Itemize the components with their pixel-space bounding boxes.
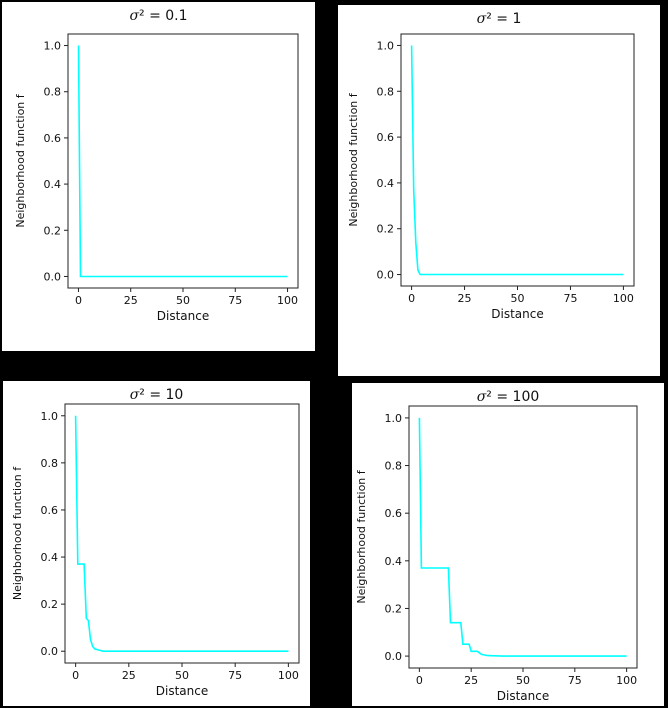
x-axis-label: Distance: [156, 684, 208, 698]
y-tick-label: 0.8: [377, 85, 395, 98]
y-tick-label: 1.0: [377, 39, 395, 52]
y-tick-label: 0.6: [41, 504, 59, 517]
x-tick-label: 50: [511, 292, 525, 305]
y-tick-label: 0.6: [385, 507, 403, 520]
plot-frame: [408, 405, 638, 669]
plot-frame: [64, 403, 300, 664]
x-axis-label: Distance: [491, 307, 543, 321]
chart-3: 0 25 50 75 100 0.0 0.2 0.4 0.6 0.8 1.0 Distance Neig…: [11, 403, 300, 698]
x-tick-label: 100: [278, 669, 299, 682]
y-tick-label: 0.0: [44, 270, 62, 283]
x-tick-label: 25: [124, 294, 138, 307]
plot-frame: [400, 33, 635, 287]
y-tick-label: 0.2: [44, 224, 62, 237]
x-tick-label: 50: [175, 669, 189, 682]
y-axis-label: Neighborhood function f: [11, 466, 24, 600]
x-tick-label: 100: [613, 292, 634, 305]
series-line: [418, 417, 627, 657]
x-tick-label: 75: [563, 292, 577, 305]
y-tick-label: 1.0: [385, 412, 403, 425]
chart-panel-3: σ² = 10 0 25 50 75 100 0.0 0.2 0.4 0.6 0.8 1.0 Dist…: [3, 381, 310, 706]
y-tick-label: 0.8: [41, 457, 59, 470]
x-tick-label: 50: [516, 674, 530, 687]
chart-title: σ² = 10: [129, 387, 184, 403]
y-tick-label: 0.0: [377, 269, 395, 282]
x-tick-label: 0: [416, 674, 423, 687]
x-tick-label: 25: [464, 674, 478, 687]
y-tick-label: 0.4: [44, 178, 62, 191]
series-line: [77, 45, 288, 278]
x-axis-label: Distance: [497, 689, 549, 703]
y-tick-label: 0.2: [377, 223, 395, 236]
x-tick-label: 100: [277, 294, 298, 307]
x-tick-label: 50: [176, 294, 190, 307]
y-tick-label: 1.0: [41, 410, 59, 423]
x-tick-label: 0: [75, 294, 82, 307]
x-tick-label: 25: [122, 669, 136, 682]
y-tick-label: 0.6: [377, 131, 395, 144]
chart-title: σ² = 0.1: [129, 8, 188, 24]
y-tick-label: 0.4: [385, 555, 403, 568]
y-tick-label: 0.4: [41, 551, 59, 564]
chart-panel-4: σ² = 100 0 25 50 75 100 0.0 0.2 0.4 0.6 0.8 1.0 Dis…: [352, 383, 664, 706]
x-tick-label: 0: [72, 669, 79, 682]
series-line: [74, 415, 289, 653]
chart-title: σ² = 1: [476, 11, 522, 27]
y-tick-label: 0.0: [41, 645, 59, 658]
y-tick-label: 1.0: [44, 40, 62, 53]
chart-panel-2: σ² = 1 0 25 50 75 100 0.0 0.2 0.4 0.6 0.8 1.0 Dista…: [338, 5, 660, 376]
series-line: [410, 45, 624, 276]
y-tick-label: 0.8: [385, 460, 403, 473]
x-axis-label: Distance: [157, 309, 209, 323]
x-tick-label: 100: [616, 674, 637, 687]
y-tick-label: 0.2: [41, 598, 59, 611]
chart-1: 0 25 50 75 100 0.0 0.2 0.4 0.6 0.8 1.0 Distance Neig…: [14, 33, 299, 323]
chart-title: σ² = 100: [476, 389, 540, 405]
plot-frame: [67, 33, 299, 289]
y-axis-label: Neighborhood function f: [347, 92, 360, 226]
y-axis-label: Neighborhood function f: [355, 469, 368, 603]
y-tick-label: 0.4: [377, 177, 395, 190]
y-tick-label: 0.8: [44, 86, 62, 99]
x-tick-label: 25: [458, 292, 472, 305]
x-tick-label: 0: [408, 292, 415, 305]
chart-4: 0 25 50 75 100 0.0 0.2 0.4 0.6 0.8 1.0 Distance Neig…: [355, 405, 638, 703]
chart-2: 0 25 50 75 100 0.0 0.2 0.4 0.6 0.8 1.0 Distance Neig…: [347, 33, 635, 321]
chart-panel-1: σ² = 0.1 0 25 50 75 100 0.0 0.2 0.4 0.6 0.8 1.0 Dis…: [2, 2, 315, 351]
x-tick-label: 75: [568, 674, 582, 687]
y-tick-label: 0.2: [385, 602, 403, 615]
y-tick-label: 0.6: [44, 132, 62, 145]
y-tick-label: 0.0: [385, 650, 403, 663]
y-axis-label: Neighborhood function f: [14, 93, 27, 227]
x-tick-label: 75: [228, 669, 242, 682]
x-tick-label: 75: [228, 294, 242, 307]
